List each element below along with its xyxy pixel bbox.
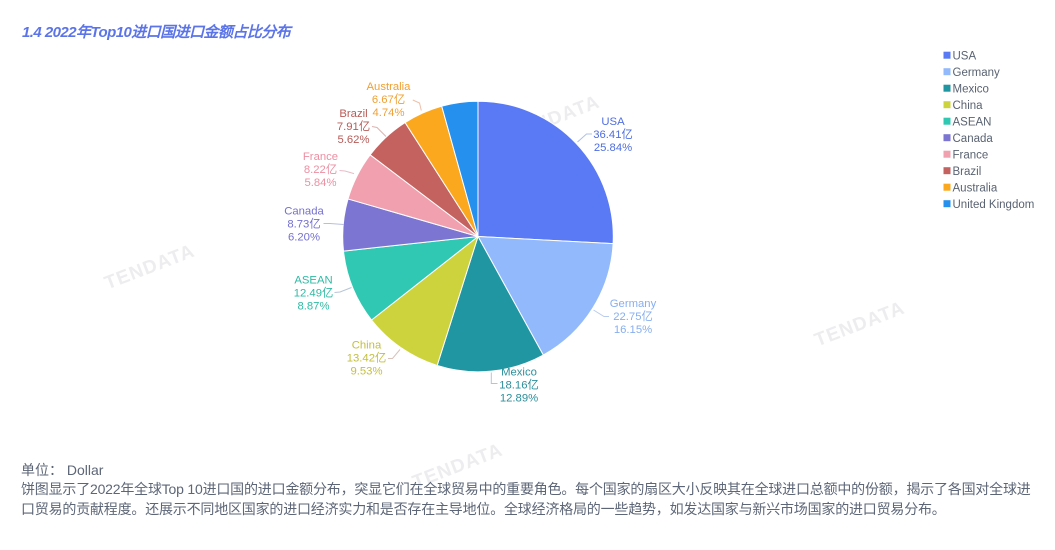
svg-text:Mexico: Mexico bbox=[953, 83, 989, 95]
svg-text:USA: USA bbox=[953, 50, 977, 62]
svg-text:Brazil: Brazil bbox=[953, 166, 982, 178]
svg-text:Canada: Canada bbox=[953, 133, 994, 145]
svg-text:United Kingdom: United Kingdom bbox=[953, 199, 1035, 211]
svg-text:Australia: Australia bbox=[953, 182, 998, 194]
svg-text:China: China bbox=[953, 100, 984, 112]
svg-text:Germany: Germany bbox=[953, 67, 1001, 79]
svg-text:ASEAN: ASEAN bbox=[953, 116, 992, 128]
svg-text:France: France bbox=[953, 149, 989, 161]
